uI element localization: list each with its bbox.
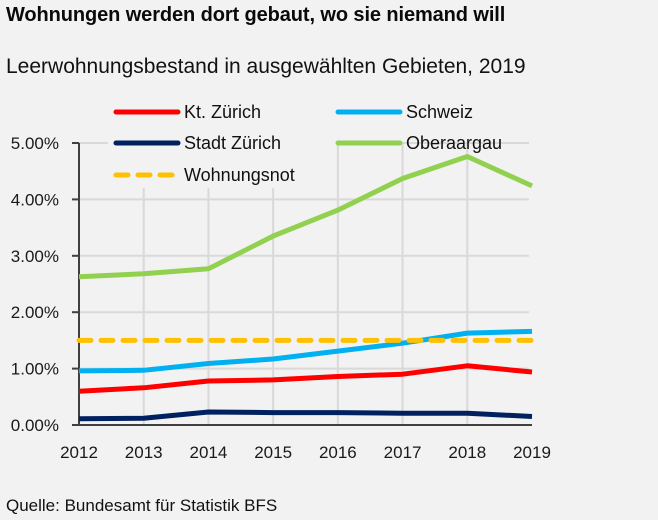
x-tick-label: 2015 [254, 443, 292, 462]
legend-label: Wohnungsnot [184, 165, 295, 185]
series-line-stadt-z-rich [78, 409, 533, 422]
y-tick-label: 1.00% [11, 360, 59, 379]
legend-item-kt-z-rich: Kt. Zürich [113, 102, 261, 122]
legend-label: Kt. Zürich [184, 102, 261, 122]
x-tick-label: 2016 [319, 443, 357, 462]
source-note: Quelle: Bundesamt für Statistik BFS [6, 496, 278, 515]
legend-bg-rect [108, 99, 528, 141]
legend-item-oberaargau: Oberaargau [335, 133, 502, 153]
x-tick-label: 2017 [384, 443, 422, 462]
series-line-kt-z-rich [78, 363, 533, 394]
y-tick-label: 5.00% [11, 134, 59, 153]
series-line-oberaargau [78, 154, 534, 280]
legend-label: Stadt Zürich [184, 133, 281, 153]
x-tick-label: 2019 [513, 443, 551, 462]
series-lines [76, 154, 535, 422]
y-tick-label: 3.00% [11, 247, 59, 266]
x-tick-label: 2013 [125, 443, 163, 462]
chart-subtitle: Leerwohnungsbestand in ausgewählten Gebi… [6, 55, 526, 78]
y-tick-label: 0.00% [11, 416, 59, 435]
y-axis-ticks: 0.00% 1.00% 2.00% 3.00% 4.00% 5.00% [11, 134, 79, 435]
legend-background [108, 99, 528, 188]
legend-label: Schweiz [406, 102, 473, 122]
legend-item-stadt-z-rich: Stadt Zürich [113, 133, 281, 153]
legend-bg-rect [108, 141, 336, 188]
y-tick-label: 4.00% [11, 190, 59, 209]
series-line-schweiz [78, 328, 533, 374]
legend-item-wohnungsnot: Wohnungsnot [113, 165, 295, 185]
y-tick-label: 2.00% [11, 303, 59, 322]
x-axis-ticks: 2012 2013 2014 2015 2016 2017 2018 2019 [60, 443, 551, 462]
x-tick-label: 2018 [448, 443, 486, 462]
legend: Kt. Zürich Schweiz Stadt Zürich Oberaargau W… [113, 102, 502, 185]
x-tick-label: 2012 [60, 443, 98, 462]
chart-title: Wohnungen werden dort gebaut, wo sie nie… [6, 4, 506, 26]
x-tick-label: 2014 [190, 443, 228, 462]
legend-label: Oberaargau [406, 133, 502, 153]
legend-item-schweiz: Schweiz [335, 102, 473, 122]
axes [72, 143, 532, 426]
